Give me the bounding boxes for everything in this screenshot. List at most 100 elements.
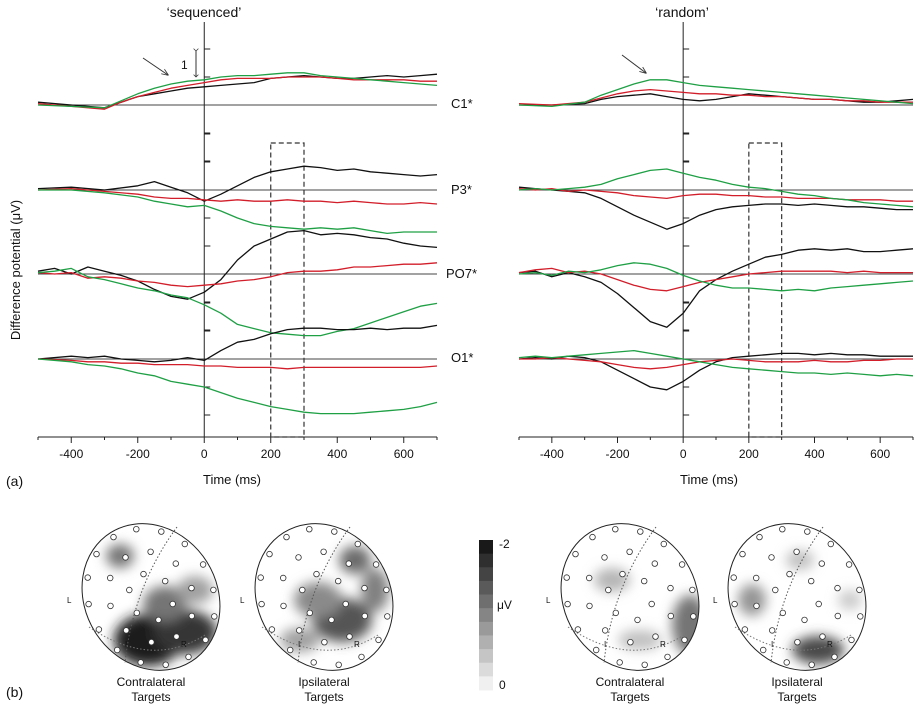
colorbar-step xyxy=(479,540,493,555)
colorbar-step xyxy=(479,553,493,568)
electrode xyxy=(801,616,808,624)
colorbar-step xyxy=(479,567,493,582)
electrode xyxy=(637,528,644,535)
scalp-background xyxy=(561,523,699,671)
waveform-PO7-black xyxy=(518,248,914,328)
electrode xyxy=(148,639,155,646)
x-tick-label: -200 xyxy=(126,447,150,461)
hemisphere-label-left: L xyxy=(713,596,718,605)
analysis-window-box xyxy=(270,142,305,438)
electrode xyxy=(616,659,623,666)
electrode xyxy=(133,609,140,617)
electrode xyxy=(563,574,570,581)
electrode xyxy=(779,609,786,617)
electrode xyxy=(306,526,313,533)
electrode xyxy=(827,540,834,548)
electrode xyxy=(808,661,815,668)
electrode xyxy=(320,548,327,555)
electrode xyxy=(155,616,162,624)
electrode xyxy=(268,626,276,633)
colorbar-top-label: -2 xyxy=(499,537,510,551)
electrode xyxy=(306,609,313,617)
waveform-C1-red xyxy=(37,76,437,110)
waveform-P3-black xyxy=(518,186,913,230)
electrode xyxy=(641,577,648,585)
electrode xyxy=(173,633,180,640)
electrode xyxy=(779,526,786,533)
x-tick-label: 200 xyxy=(261,447,281,461)
electrode xyxy=(375,636,382,644)
activation-blob xyxy=(143,586,187,622)
electrode xyxy=(586,574,593,582)
x-tick-label: -400 xyxy=(540,447,564,461)
electrode xyxy=(804,528,811,535)
electrode xyxy=(564,600,571,608)
electrode xyxy=(210,586,217,594)
electrode xyxy=(660,540,667,548)
electrode xyxy=(185,653,192,661)
hemisphere-label-left: L xyxy=(67,596,72,605)
electrode xyxy=(321,639,328,646)
electrode xyxy=(280,574,287,582)
electrode xyxy=(845,561,853,568)
electrode xyxy=(831,653,838,661)
waveform-PO7-green xyxy=(37,267,438,337)
scale-bar: 1 xyxy=(181,48,199,78)
colorbar-mid-label: μV xyxy=(497,598,512,612)
annotation-arrow-right xyxy=(621,54,646,73)
waveform-P3-green xyxy=(38,189,437,235)
activation-blob xyxy=(280,628,320,652)
hemisphere-label-inner: I xyxy=(298,640,300,649)
electrode xyxy=(834,584,841,592)
scalp-outline xyxy=(560,523,700,671)
electrode xyxy=(741,626,749,633)
electrode xyxy=(358,653,365,661)
electrode xyxy=(299,586,306,594)
topo-map-sequenced-ipsilateral: L I R xyxy=(240,523,394,671)
colorbar-step xyxy=(479,635,493,650)
electrode xyxy=(93,550,100,558)
waveform-O1-red xyxy=(519,356,913,370)
electrode xyxy=(739,550,746,558)
electrode xyxy=(211,613,218,620)
electrode xyxy=(848,636,855,644)
x-tick-label: 400 xyxy=(327,447,347,461)
electrode xyxy=(133,526,140,533)
waveform-O1-black xyxy=(518,352,913,391)
x-tick-label: 600 xyxy=(870,447,890,461)
activation-blobs xyxy=(738,550,862,664)
activation-blob xyxy=(672,595,708,655)
panel-title-random: ‘random’ xyxy=(655,4,709,20)
electrode xyxy=(346,633,353,640)
electrode xyxy=(652,633,659,640)
activation-blob xyxy=(786,550,814,570)
electrode xyxy=(786,570,793,578)
waveform-PO7-black xyxy=(37,229,438,300)
electrode xyxy=(834,612,841,620)
electrode xyxy=(126,586,133,594)
x-tick-label: 400 xyxy=(804,447,824,461)
scalp-outline xyxy=(81,523,221,671)
x-axis-title-left: Time (ms) xyxy=(203,472,261,487)
sequenced-panel: -400 -200 0 200 400 600 xyxy=(37,22,438,461)
electrode xyxy=(122,627,130,634)
electrode xyxy=(634,616,641,624)
analysis-window-box xyxy=(748,142,783,438)
electrode xyxy=(574,626,582,633)
electrode xyxy=(345,560,352,567)
electrode xyxy=(331,528,338,535)
electrode xyxy=(818,560,825,567)
electrode xyxy=(667,584,674,592)
waveform-O1-green xyxy=(518,349,914,377)
colorbar-step xyxy=(479,580,493,596)
electrode xyxy=(335,577,342,585)
x-tick-label: 0 xyxy=(201,447,208,461)
electrode xyxy=(161,577,169,585)
electrode xyxy=(122,554,129,561)
electrode xyxy=(586,602,593,610)
electrode xyxy=(257,574,264,581)
topo-label-3-line2: Targets xyxy=(610,690,649,704)
electrode xyxy=(147,548,154,555)
electrode xyxy=(593,646,600,654)
electrode xyxy=(769,627,776,634)
